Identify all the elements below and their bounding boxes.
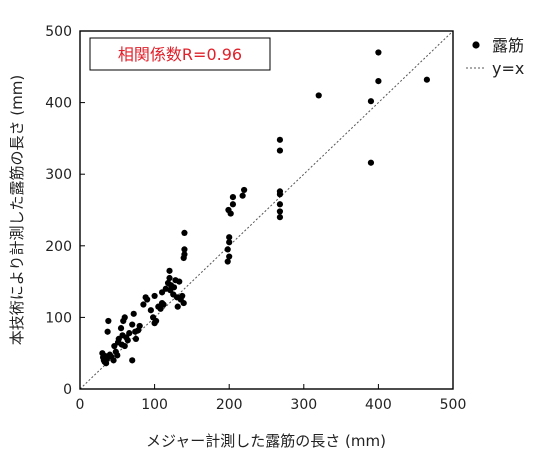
data-point [166,274,173,282]
data-point [140,301,147,308]
data-point [239,192,246,199]
legend-marker-rebar [472,41,480,49]
y-tick-label: 200 [45,239,72,255]
data-point [181,246,188,253]
data-point [114,352,121,359]
data-point [104,328,111,335]
data-point [121,342,128,350]
plot-area [80,31,453,389]
data-point [151,292,158,300]
legend-label-identity: y=x [492,59,524,78]
data-point [136,322,143,330]
data-point [276,147,284,154]
data-point [124,337,131,344]
data-point [276,136,284,143]
y-tick-label: 500 [45,24,72,40]
data-point [174,303,181,310]
x-tick-label: 500 [440,397,467,413]
data-point [375,78,382,85]
legend: 露筋 y=x [466,36,524,78]
plot-frame [79,30,454,390]
data-point [129,357,136,364]
data-point [276,214,284,221]
y-tick-label: 100 [45,310,72,326]
annotation-text: 相関係数R=0.96 [118,45,242,64]
data-point [229,201,237,208]
x-tick-label: 400 [365,397,392,413]
y-tick-label: 0 [63,382,72,398]
data-point [117,325,125,332]
y-axis-label: 本技術により計測した露筋の長さ (mm) [8,75,26,345]
x-axis-label: メジャー計測した露筋の長さ (mm) [146,432,386,450]
x-tick-label: 0 [76,397,85,413]
data-point [226,253,233,260]
data-point [276,201,284,208]
data-point [241,186,248,194]
x-tick-label: 100 [141,397,168,413]
data-point [166,267,173,274]
data-point [181,251,188,258]
x-tick-label: 300 [290,397,317,413]
data-point [226,239,233,246]
data-point [276,208,284,215]
data-point [110,357,117,364]
data-point [176,278,183,285]
data-point [180,299,187,307]
data-point [229,194,237,201]
data-point [224,246,231,253]
data-point [130,310,137,317]
data-point [129,321,136,328]
y-tick-label: 400 [45,96,72,112]
data-point [144,296,151,303]
data-point [423,76,430,83]
data-point [375,49,382,56]
data-point [179,292,186,300]
correlation-annotation: 相関係数R=0.96 [89,37,271,71]
data-point [160,301,167,308]
data-point [152,317,160,325]
identity-line [80,31,453,389]
data-point [132,335,140,342]
x-tick-label: 200 [216,397,243,413]
data-point [315,92,322,99]
data-point [170,284,178,291]
data-point [121,314,128,321]
data-point [367,159,375,166]
data-point [227,210,234,217]
y-tick-label: 300 [45,167,72,183]
data-point [147,307,154,314]
data-point [105,317,112,325]
annotation-box [89,37,271,71]
data-point [126,330,133,337]
data-point [226,234,233,241]
legend-label-rebar: 露筋 [492,36,524,55]
axes: 0 100 200 300 400 500 0 100 200 300 400 500 [45,24,466,413]
data-point [224,258,231,265]
data-point [181,229,188,237]
data-point [367,98,375,105]
data-point [276,191,284,198]
